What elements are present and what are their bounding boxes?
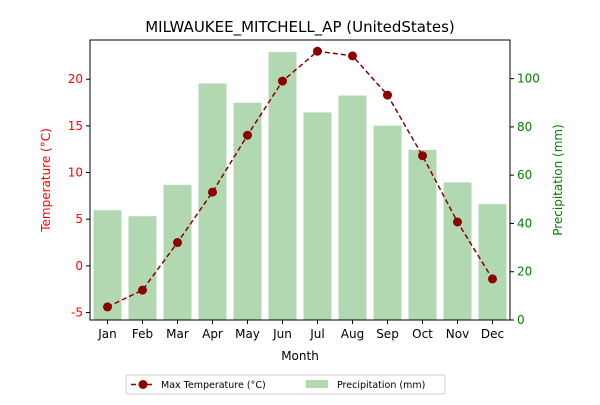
x-tick-label-jun: Jun bbox=[272, 327, 292, 341]
precipitation-bar-jul bbox=[303, 112, 332, 320]
y-left-tick-label: 20 bbox=[68, 72, 83, 86]
temperature-point-may bbox=[243, 130, 252, 140]
x-tick-label-may: May bbox=[235, 327, 260, 341]
y-left-tick-label: 15 bbox=[68, 119, 83, 133]
legend: Max Temperature (°C) Precipitation (mm) bbox=[125, 374, 446, 395]
temperature-point-nov bbox=[453, 217, 462, 227]
legend-temperature-marker-swatch bbox=[138, 380, 148, 389]
temperature-line bbox=[103, 46, 497, 312]
legend-precipitation-swatch bbox=[306, 380, 328, 388]
temperature-point-feb bbox=[138, 285, 147, 295]
y-right-tick-label: 100 bbox=[517, 72, 540, 86]
temperature-point-jan bbox=[103, 302, 112, 312]
y-axis-right-title: Precipitation (mm) bbox=[551, 124, 565, 236]
x-tick-label-aug: Aug bbox=[341, 327, 364, 341]
temperature-point-mar bbox=[173, 238, 182, 248]
precipitation-bar-dec bbox=[478, 204, 507, 320]
temperature-point-dec bbox=[488, 274, 497, 284]
legend-box bbox=[125, 374, 446, 395]
temperature-point-jun bbox=[278, 76, 287, 86]
precipitation-bar-sep bbox=[373, 125, 402, 320]
axes: -5 0 5 10 15 20 0 20 40 60 80 100 Jan Feb Mar Apr May Jun… bbox=[68, 39, 540, 341]
y-left-tick-label: -5 bbox=[71, 306, 83, 320]
x-tick-label-mar: Mar bbox=[166, 327, 189, 341]
precipitation-bar-apr bbox=[198, 83, 227, 320]
temperature-point-jul bbox=[313, 46, 322, 56]
temperature-point-apr bbox=[208, 187, 217, 197]
precipitation-bar-feb bbox=[128, 216, 157, 320]
x-axis-title: Month bbox=[281, 349, 319, 363]
x-tick-label-feb: Feb bbox=[132, 327, 153, 341]
y-left-tick-label: 10 bbox=[68, 166, 83, 180]
y-left-tick-label: 5 bbox=[75, 212, 83, 226]
precipitation-bar-aug bbox=[338, 95, 367, 321]
precipitation-bar-mar bbox=[163, 184, 192, 320]
precipitation-bar-oct bbox=[408, 149, 437, 320]
temperature-point-aug bbox=[348, 51, 357, 61]
plot-frame bbox=[89, 39, 511, 321]
y-right-tick-label: 80 bbox=[517, 120, 532, 134]
chart-title: MILWAUKEE_MITCHELL_AP (UnitedStates) bbox=[145, 18, 455, 37]
temperature-line-path bbox=[107, 50, 494, 308]
y-axis-left-title: Temperature (°C) bbox=[39, 128, 53, 233]
x-tick-label-jan: Jan bbox=[97, 327, 117, 341]
legend-temperature-label: Max Temperature (°C) bbox=[161, 380, 266, 391]
precipitation-bars bbox=[93, 52, 507, 321]
temperature-point-oct bbox=[418, 151, 427, 161]
precipitation-bar-jun bbox=[268, 52, 297, 320]
y-right-tick-label: 40 bbox=[517, 216, 532, 230]
precipitation-bar-nov bbox=[443, 182, 472, 320]
x-tick-label-jul: Jul bbox=[309, 327, 324, 341]
x-tick-label-sep: Sep bbox=[376, 327, 399, 341]
temperature-point-sep bbox=[383, 90, 392, 100]
legend-precipitation-label: Precipitation (mm) bbox=[337, 380, 425, 391]
x-tick-label-nov: Nov bbox=[446, 327, 469, 341]
x-tick-label-apr: Apr bbox=[202, 327, 223, 341]
y-right-tick-label: 20 bbox=[517, 265, 532, 279]
y-left-tick-label: 0 bbox=[75, 259, 83, 273]
y-right-tick-label: 60 bbox=[517, 168, 532, 182]
x-tick-label-dec: Dec bbox=[481, 327, 504, 341]
x-tick-label-oct: Oct bbox=[412, 327, 433, 341]
y-right-tick-label: 0 bbox=[517, 313, 525, 327]
